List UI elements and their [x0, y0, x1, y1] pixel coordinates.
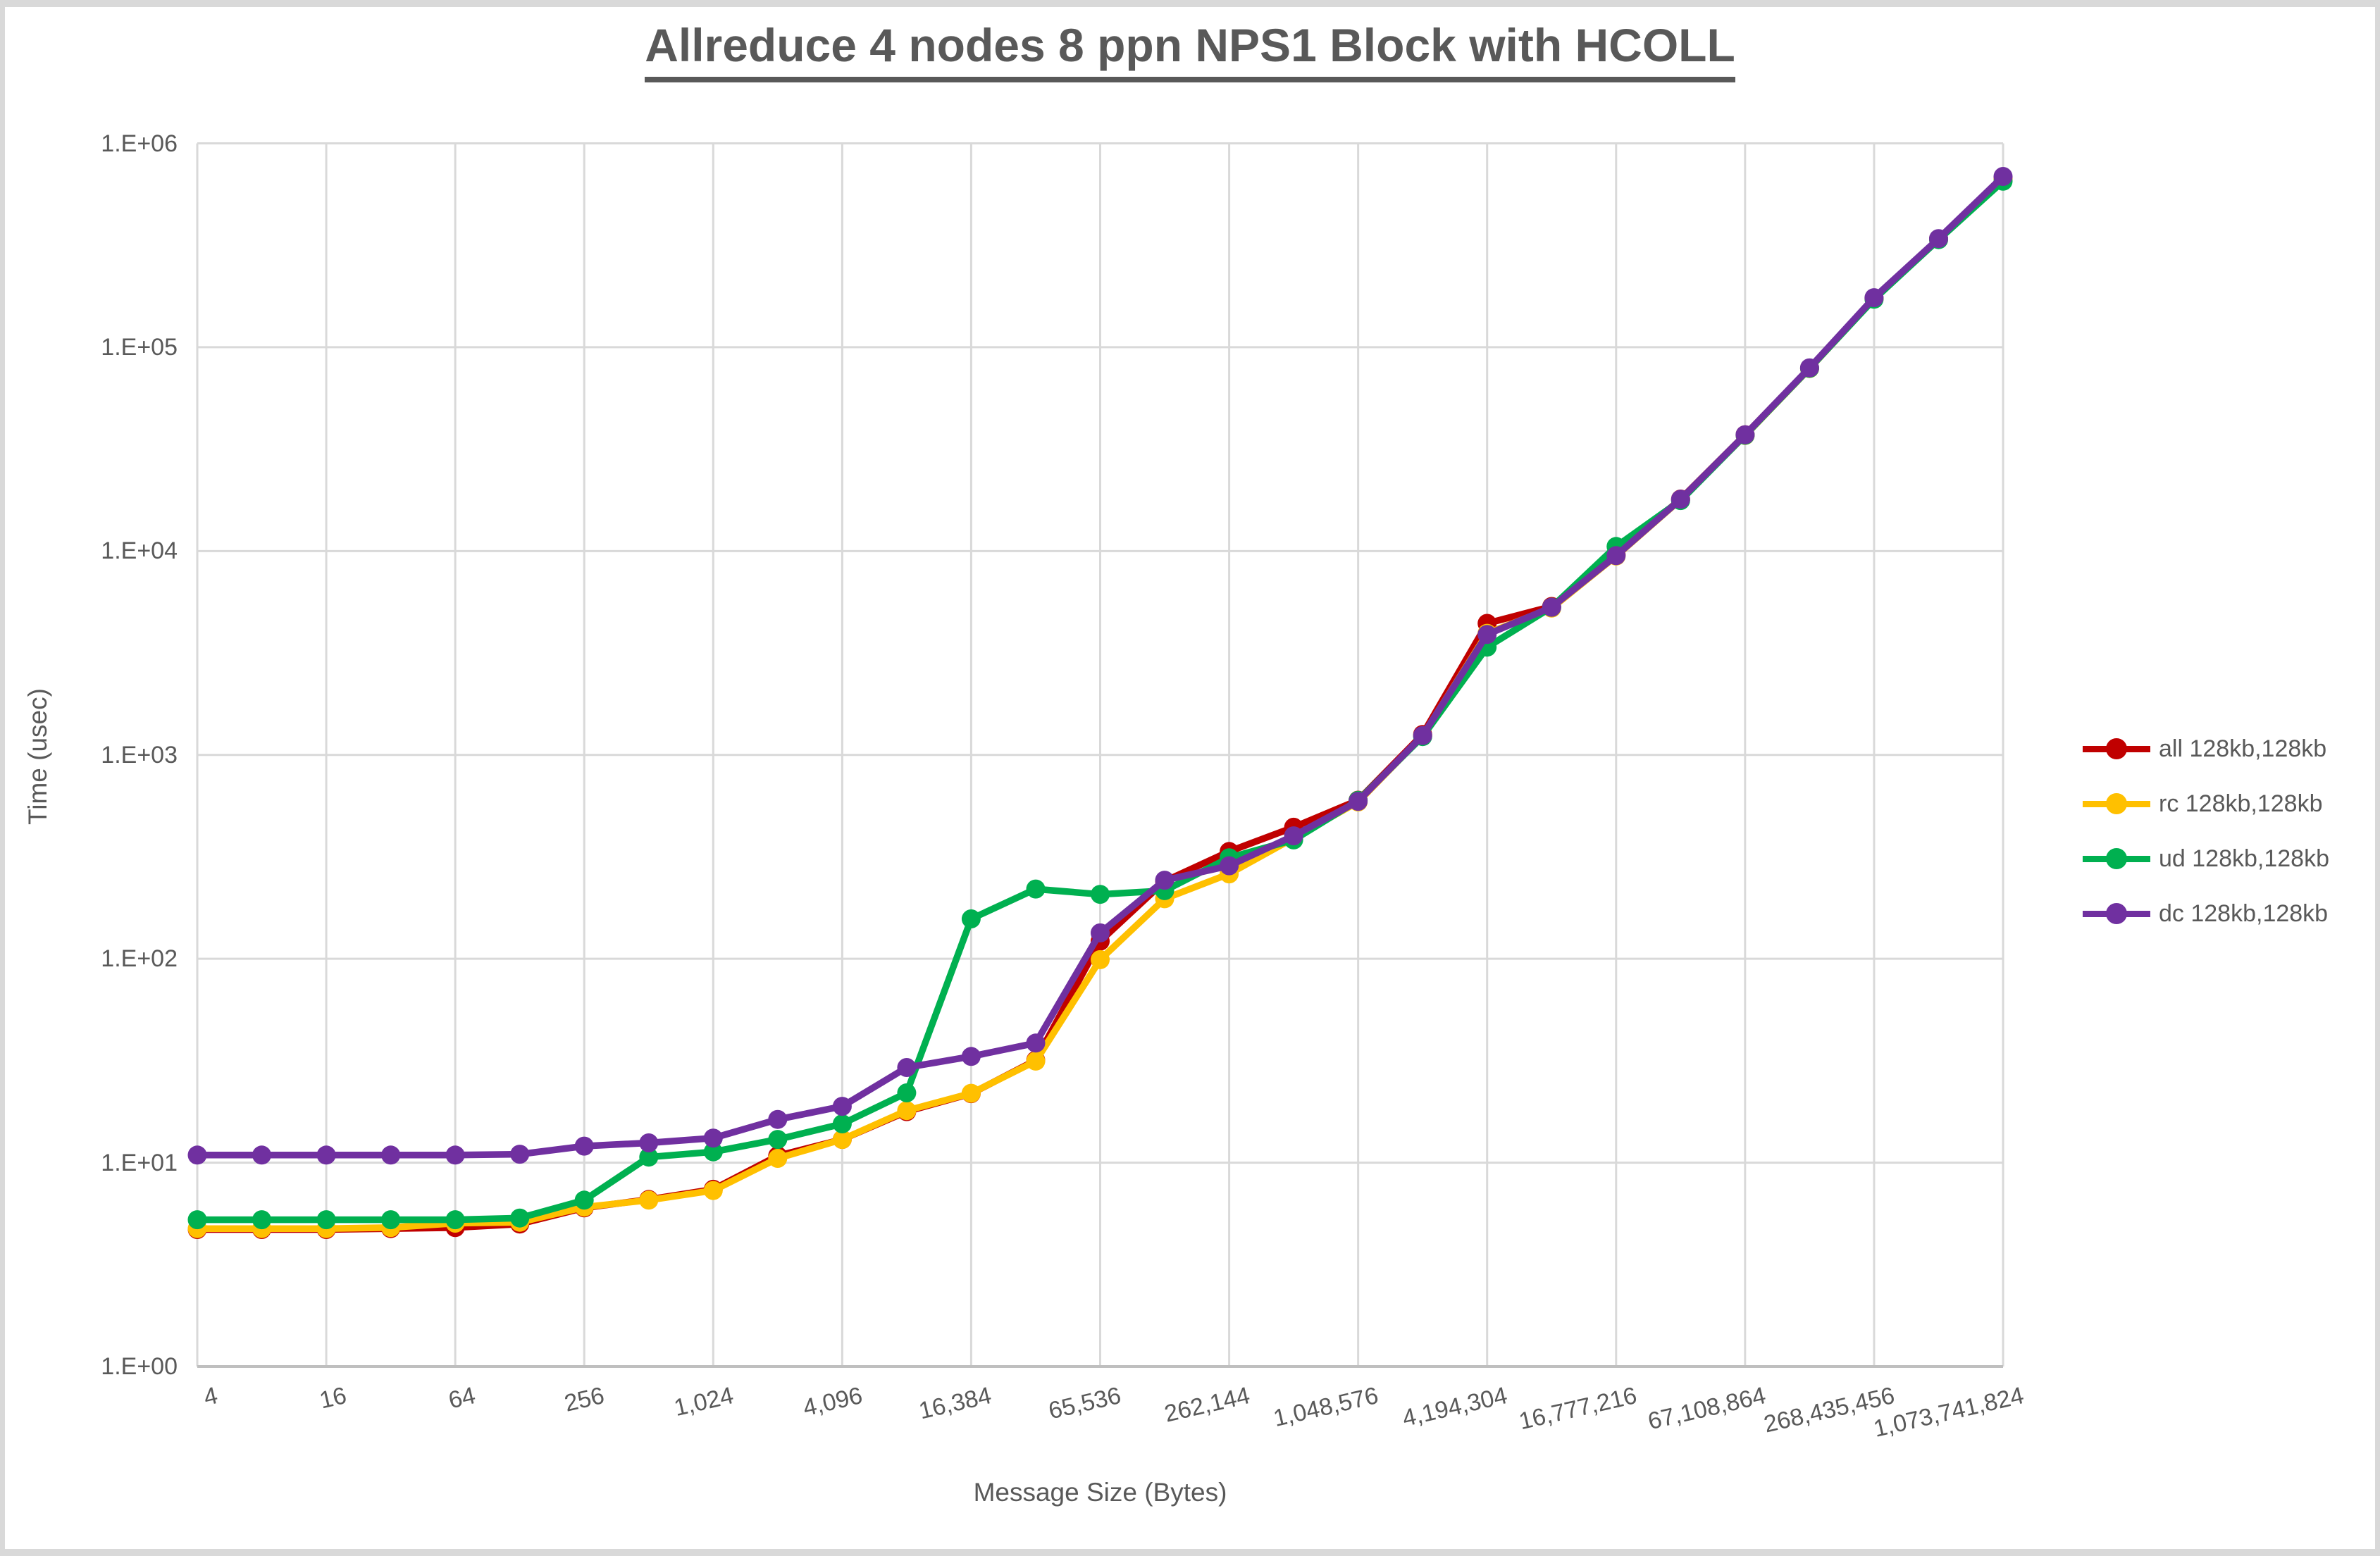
- series-marker-rc: [639, 1190, 659, 1210]
- series-marker-ud: [832, 1114, 852, 1133]
- series-marker-dc: [768, 1109, 788, 1129]
- series-marker-dc: [1864, 288, 1884, 308]
- series-marker-dc: [1606, 546, 1626, 566]
- x-axis-title: Message Size (Bytes): [973, 1478, 1227, 1507]
- series-marker-ud: [381, 1210, 401, 1230]
- series-marker-dc: [1993, 167, 2013, 186]
- series-marker-dc: [639, 1133, 659, 1152]
- series-marker-dc: [832, 1097, 852, 1116]
- legend: all 128kb,128kb rc 128kb,128kb ud 128kb,12…: [2083, 721, 2329, 941]
- series-marker-rc: [703, 1181, 723, 1200]
- series-marker-dc: [1155, 871, 1174, 890]
- series-marker-ud: [1091, 885, 1110, 904]
- series-marker-ud: [1026, 879, 1046, 899]
- series-marker-rc: [768, 1149, 788, 1168]
- series-marker-dc: [897, 1058, 917, 1077]
- series-marker-dc: [252, 1145, 271, 1165]
- series-marker-rc: [832, 1130, 852, 1150]
- series-marker-dc: [187, 1145, 207, 1165]
- legend-item-ud: ud 128kb,128kb: [2083, 831, 2329, 886]
- series-marker-dc: [381, 1145, 401, 1165]
- series-marker-ud: [768, 1130, 788, 1150]
- legend-label: dc 128kb,128kb: [2159, 900, 2329, 927]
- series-marker-dc: [1929, 229, 1948, 249]
- y-axis-title: Time (usec): [23, 688, 52, 825]
- series-marker-dc: [1284, 826, 1303, 846]
- series-marker-ud: [703, 1142, 723, 1162]
- y-tick-label: 1.E+06: [101, 130, 178, 157]
- series-marker-dc: [1542, 597, 1561, 617]
- series-marker-dc: [1413, 726, 1432, 745]
- series-marker-ud: [187, 1210, 207, 1230]
- series-marker-ud: [445, 1210, 465, 1230]
- y-tick-label: 1.E+04: [101, 537, 178, 565]
- series-marker-dc: [1799, 358, 1819, 378]
- legend-item-rc: rc 128kb,128kb: [2083, 776, 2329, 831]
- legend-line-marker-icon: [2083, 738, 2150, 759]
- series-marker-dc: [1477, 625, 1497, 645]
- series-marker-rc: [897, 1101, 917, 1121]
- y-tick-label: 1.E+03: [101, 741, 178, 768]
- window-edge-top: [0, 0, 2380, 7]
- y-tick-label: 1.E+01: [101, 1149, 178, 1176]
- legend-label: all 128kb,128kb: [2159, 735, 2327, 762]
- window-edge-right: [2375, 0, 2380, 1556]
- y-tick-label: 1.E+00: [101, 1353, 178, 1380]
- series-marker-ud: [510, 1208, 530, 1228]
- chart-title-text: Allreduce 4 nodes 8 ppn NPS1 Block with …: [645, 19, 1735, 82]
- series-marker-rc: [961, 1083, 981, 1103]
- series-marker-dc: [1091, 923, 1110, 942]
- series-marker-dc: [445, 1145, 465, 1165]
- window-edge-bottom: [0, 1549, 2380, 1556]
- series-marker-dc: [1671, 490, 1690, 509]
- series-marker-rc: [1091, 950, 1110, 969]
- legend-line-marker-icon: [2083, 848, 2150, 869]
- legend-item-dc: dc 128kb,128kb: [2083, 886, 2329, 941]
- series-marker-dc: [574, 1136, 594, 1156]
- legend-line-marker-icon: [2083, 903, 2150, 924]
- series-marker-dc: [1220, 856, 1239, 876]
- legend-label: ud 128kb,128kb: [2159, 845, 2329, 872]
- series-marker-dc: [316, 1145, 336, 1165]
- series-marker-ud: [639, 1147, 659, 1167]
- series-marker-dc: [510, 1145, 530, 1164]
- series-marker-dc: [1349, 792, 1368, 811]
- series-marker-dc: [961, 1047, 981, 1066]
- series-marker-dc: [703, 1128, 723, 1148]
- chart-title: Allreduce 4 nodes 8 ppn NPS1 Block with …: [0, 18, 2380, 82]
- y-tick-label: 1.E+05: [101, 333, 178, 361]
- series-marker-dc: [1735, 425, 1755, 444]
- window-edge-left: [0, 0, 5, 1556]
- series-marker-ud: [316, 1210, 336, 1230]
- series-marker-dc: [1026, 1033, 1046, 1053]
- series-marker-rc: [1026, 1051, 1046, 1071]
- series-marker-ud: [252, 1210, 271, 1230]
- legend-line-marker-icon: [2083, 793, 2150, 814]
- legend-item-all: all 128kb,128kb: [2083, 721, 2329, 776]
- series-marker-ud: [897, 1083, 917, 1102]
- legend-label: rc 128kb,128kb: [2159, 790, 2323, 817]
- series-marker-ud: [574, 1190, 594, 1210]
- y-tick-label: 1.E+02: [101, 945, 178, 973]
- series-marker-ud: [961, 909, 981, 928]
